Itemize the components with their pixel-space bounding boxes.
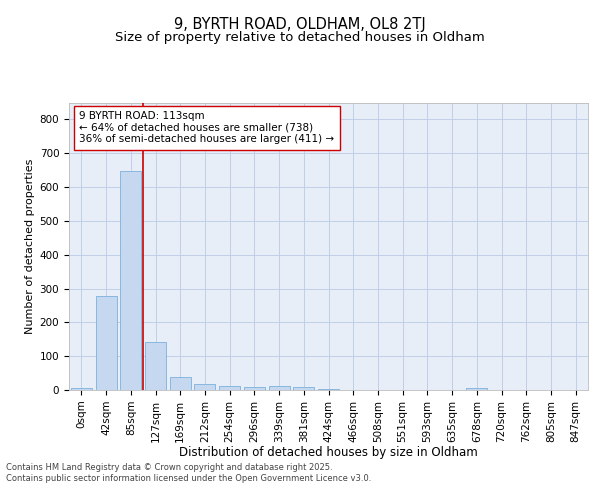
Bar [269,386,290,390]
Bar [95,296,116,390]
Text: Contains public sector information licensed under the Open Government Licence v3: Contains public sector information licen… [6,474,371,483]
Text: 9 BYRTH ROAD: 113sqm
← 64% of detached houses are smaller (738)
36% of semi-deta: 9 BYRTH ROAD: 113sqm ← 64% of detached h… [79,111,335,144]
Bar [120,171,141,390]
Bar [466,388,487,390]
Bar [219,386,240,390]
Y-axis label: Number of detached properties: Number of detached properties [25,158,35,334]
Bar [244,388,265,390]
X-axis label: Distribution of detached houses by size in Oldham: Distribution of detached houses by size … [179,446,478,459]
Bar [145,342,166,390]
Text: Contains HM Land Registry data © Crown copyright and database right 2025.: Contains HM Land Registry data © Crown c… [6,462,332,471]
Text: Size of property relative to detached houses in Oldham: Size of property relative to detached ho… [115,31,485,44]
Bar [71,388,92,390]
Bar [194,384,215,390]
Text: 9, BYRTH ROAD, OLDHAM, OL8 2TJ: 9, BYRTH ROAD, OLDHAM, OL8 2TJ [174,18,426,32]
Bar [318,388,339,390]
Bar [293,386,314,390]
Bar [170,378,191,390]
